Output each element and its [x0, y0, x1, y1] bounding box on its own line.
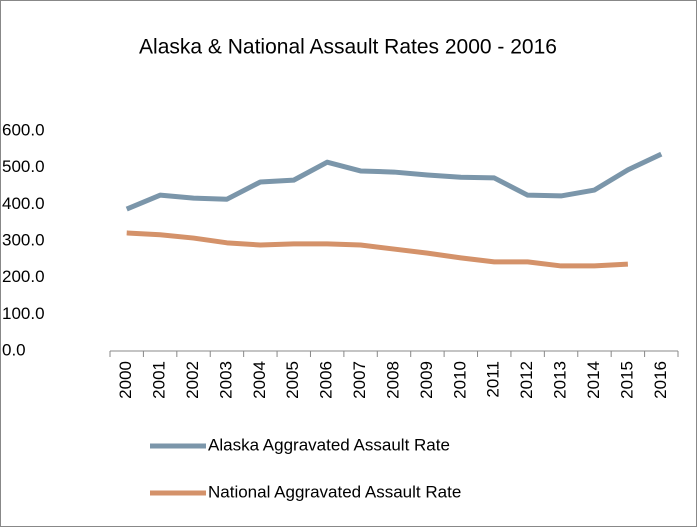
y-tick-label: 400.0 [2, 194, 45, 213]
x-tick-label: 2016 [651, 361, 670, 399]
x-tick-label: 2007 [350, 361, 369, 399]
y-tick-label: 500.0 [2, 157, 45, 176]
x-tick-label: 2003 [216, 361, 235, 399]
x-tick-label: 2014 [584, 361, 603, 399]
x-tick-label: 2015 [617, 361, 636, 399]
y-tick-label: 600.0 [2, 120, 45, 139]
x-tick-label: 2002 [183, 361, 202, 399]
y-tick-label: 200.0 [2, 267, 45, 286]
x-tick-label: 2013 [551, 361, 570, 399]
x-tick-label: 2010 [450, 361, 469, 399]
x-tick-label: 2011 [484, 361, 503, 398]
line-series [126, 230, 629, 269]
x-tick-label: 2001 [150, 361, 169, 399]
y-tick-label: 300.0 [2, 230, 45, 249]
chart-title: Alaska & National Assault Rates 2000 - 2… [139, 36, 557, 59]
y-tick-label: 0.0 [2, 340, 26, 359]
x-tick-label: 2006 [317, 361, 336, 399]
line-series [125, 151, 663, 212]
x-tick-label: 2005 [283, 361, 302, 399]
x-tick-label: 2000 [116, 361, 135, 399]
x-tick-label: 2004 [250, 361, 269, 399]
x-tick-label: 2009 [417, 361, 436, 399]
y-tick-label: 100.0 [2, 304, 45, 323]
legend-label: National Aggravated Assault Rate [208, 482, 461, 501]
legend-label: Alaska Aggravated Assault Rate [208, 435, 450, 454]
x-tick-label: 2012 [517, 361, 536, 399]
x-tick-label: 2008 [383, 361, 402, 399]
